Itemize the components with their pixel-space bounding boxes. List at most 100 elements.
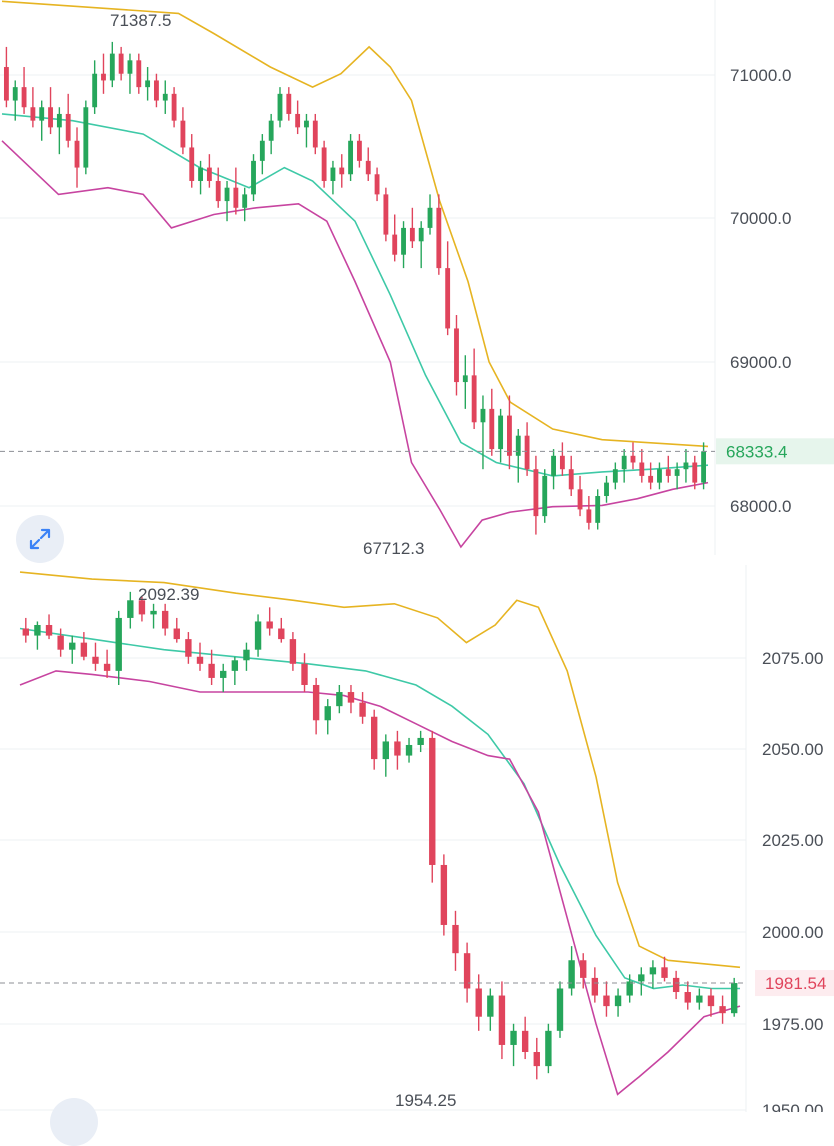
candle-body [289, 639, 297, 664]
candle-body [429, 737, 436, 865]
candle [278, 617, 285, 643]
candle-body [515, 435, 521, 456]
candle-body [382, 741, 389, 760]
y-tick-label: 70000.0 [730, 209, 791, 228]
candle [405, 737, 413, 763]
candle-body [533, 1052, 540, 1067]
candle-body [638, 974, 645, 982]
candle [418, 221, 424, 269]
candle-body [185, 639, 192, 657]
candle-body [672, 977, 680, 993]
candle [429, 730, 436, 883]
candle-body [278, 628, 285, 640]
candle [374, 167, 380, 202]
candle-body [568, 960, 575, 989]
candle-body [392, 234, 398, 255]
candle [524, 422, 530, 476]
candle [138, 596, 146, 622]
candle-body [630, 455, 636, 463]
candle [173, 617, 180, 643]
candle-body [56, 113, 62, 128]
candle [586, 496, 592, 530]
candle [21, 67, 27, 114]
candle-body [661, 967, 668, 978]
bollinger-middle-band [19, 627, 740, 990]
candle [382, 734, 389, 777]
high-price-label: 71387.5 [110, 11, 171, 30]
candle [198, 160, 203, 195]
candle [30, 87, 36, 128]
candle-body [696, 995, 703, 1003]
candle-body [521, 1030, 529, 1053]
expand-chart-button[interactable] [16, 515, 64, 563]
candle [603, 981, 610, 1017]
candle [161, 603, 169, 636]
candle [150, 603, 157, 629]
expand-arrows-icon [29, 528, 51, 550]
candle [674, 462, 680, 490]
candle-body [286, 93, 292, 114]
candle [103, 649, 111, 678]
candle [101, 53, 106, 94]
candle-body [701, 451, 707, 483]
candle-body [475, 988, 482, 1017]
candle [533, 455, 539, 535]
candle [371, 709, 378, 770]
candle-body [138, 600, 146, 615]
candle-body [648, 475, 654, 483]
candle [580, 953, 587, 989]
candle-body [127, 600, 134, 618]
candle-body [417, 737, 424, 745]
y-tick-label: 71000.0 [730, 66, 791, 85]
candle [69, 635, 76, 664]
candle [339, 154, 345, 188]
candle [568, 946, 575, 996]
candle [336, 684, 343, 714]
candle [80, 632, 88, 661]
candle [533, 1037, 540, 1080]
candle [612, 462, 618, 490]
candle [626, 974, 633, 1003]
candle-body [189, 147, 195, 181]
candle-body [731, 983, 738, 1014]
candle-body [626, 981, 633, 996]
candle-body [510, 1030, 517, 1045]
candle [127, 53, 133, 94]
candle [145, 67, 151, 101]
candle-body [161, 610, 169, 629]
candle [254, 614, 262, 657]
candle-body [220, 670, 227, 678]
candle [719, 995, 726, 1024]
candle-body [150, 610, 157, 615]
candle-body [259, 140, 265, 161]
candle [649, 960, 657, 989]
candle-body [74, 140, 80, 168]
candle [242, 187, 248, 222]
candle-body [604, 482, 609, 497]
candle-body [348, 140, 354, 175]
candle-body [556, 988, 564, 1031]
candle [630, 442, 636, 470]
low-price-label: 1954.25 [395, 1091, 456, 1110]
candle [489, 388, 495, 456]
candle-body [21, 87, 27, 108]
candle-body [136, 60, 142, 88]
candle [545, 1023, 552, 1074]
candle [487, 988, 494, 1031]
candle [542, 469, 548, 523]
candle [692, 455, 698, 490]
candle [701, 442, 707, 490]
candle [684, 981, 691, 1010]
bollinger-lower-band [1, 140, 709, 549]
candle [324, 699, 331, 735]
candle [359, 692, 366, 724]
candle-body [196, 656, 204, 664]
candle-body [498, 995, 506, 1045]
high-price-label: 2092.39 [138, 585, 199, 604]
candle-body [545, 1030, 552, 1067]
candle [277, 87, 283, 128]
candle-body [180, 120, 186, 148]
candle [409, 207, 415, 249]
expand-chart-button-2[interactable] [50, 1098, 98, 1146]
candle [507, 395, 512, 470]
